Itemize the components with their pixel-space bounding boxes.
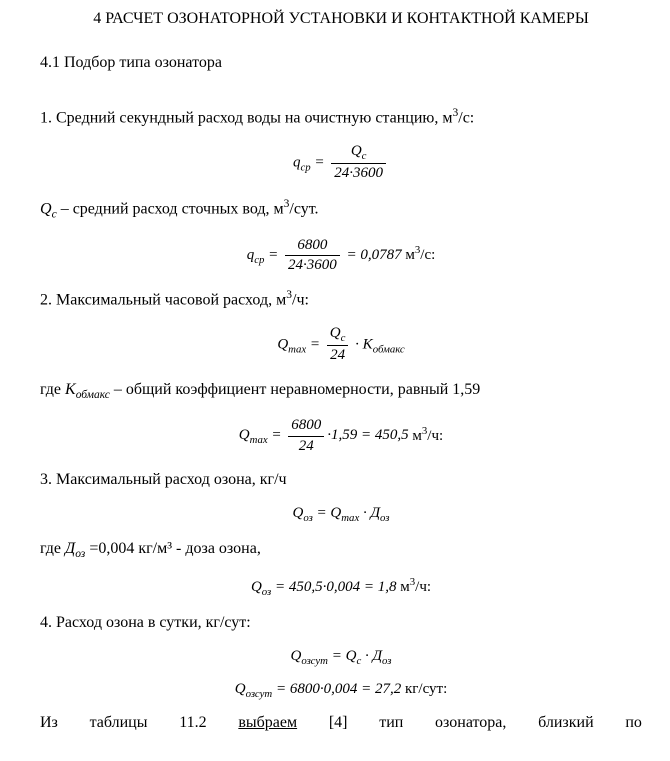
var-Doz-sub: оз — [382, 655, 391, 667]
var-Qmax-sub: max — [288, 343, 306, 355]
item-2-prefix: 2. Максимальный часовой расход, м — [40, 291, 286, 308]
var-D-sub: оз — [380, 512, 389, 524]
var-Qmax-sub: max — [250, 435, 268, 447]
w9: по — [625, 714, 642, 732]
w1: Из — [40, 714, 58, 732]
closing-line: Из таблицы 11.2 выбраем [4] тип озонатор… — [40, 714, 642, 732]
dot: · — [359, 505, 370, 521]
num-var: Q — [330, 325, 341, 341]
calc-result: = 0,0787 — [343, 247, 406, 263]
w7: озонатора, — [435, 714, 506, 732]
num-val: 6800 — [288, 417, 324, 436]
formula-4: Qозсут = Qс · Доз — [40, 648, 642, 667]
w3: 11.2 — [179, 714, 206, 732]
var-Qozsut: Q — [290, 648, 301, 664]
formula-1: qср = Qс 24·3600 — [40, 143, 642, 183]
w8: близкий — [538, 714, 594, 732]
var-q-sub: ср — [300, 161, 310, 173]
unit: м3/с: — [405, 247, 435, 263]
item-2-text: 2. Максимальный часовой расход, м3/ч: — [40, 288, 642, 311]
fraction: 6800 24·3600 — [285, 237, 340, 275]
unit-suffix: /ч: — [415, 579, 431, 595]
w6: тип — [379, 714, 403, 732]
num-val: 6800 — [285, 237, 340, 256]
num-var-sub: с — [362, 150, 367, 162]
var-Qoz: Q — [251, 579, 262, 595]
den-val: 24·3600 — [331, 164, 386, 182]
unit-suffix: /ч: — [292, 291, 309, 308]
where-label: где — [40, 381, 65, 398]
unit: м3/ч: — [400, 579, 431, 595]
unit: кг/сут: — [405, 681, 447, 697]
eq: = — [313, 505, 331, 521]
fraction: 6800 24 — [288, 417, 324, 455]
item-2-where: где Kобмакс – общий коэффициент неравном… — [40, 379, 642, 404]
calc-result: = 6800·0,004 = 27,2 — [272, 681, 405, 697]
item-3-text: 3. Максимальный расход озона, кг/ч — [40, 469, 642, 491]
fraction: Qс 24 — [327, 325, 349, 365]
item-1-note: Qс – средний расход сточных вод, м3/сут. — [40, 197, 642, 223]
unit-suffix: /ч: — [427, 428, 443, 444]
where-text: =0,004 кг/м³ - доза озона, — [85, 540, 261, 557]
var-Qmax: Q — [239, 428, 250, 444]
formula-3-calc: Qоз = 450,5·0,004 = 1,8 м3/ч: — [40, 576, 642, 598]
den-val: 24 — [288, 437, 324, 455]
w4: выбраем — [238, 714, 297, 732]
var-Qoz: Q — [292, 505, 303, 521]
var-Qozsut: Q — [235, 681, 246, 697]
unit: м3/ч: — [412, 428, 443, 444]
item-3-where: где Доз =0,004 кг/м³ - доза озона, — [40, 538, 642, 563]
var-Qmax-sub: max — [341, 512, 359, 524]
var-K: K — [65, 381, 76, 398]
unit-suffix: /с: — [420, 247, 435, 263]
num-var-sub: с — [341, 332, 346, 344]
unit-m: м — [412, 428, 422, 444]
var-K-sub: обмакс — [76, 389, 110, 401]
var-Qozsut-sub: озсут — [301, 655, 328, 667]
where-label: где — [40, 540, 65, 557]
num-var: Q — [351, 143, 362, 159]
unit-suffix: /сут. — [289, 200, 318, 217]
fraction: Qс 24·3600 — [331, 143, 386, 183]
item-4-text: 4. Расход озона в сутки, кг/сут: — [40, 612, 642, 634]
w5: [4] — [329, 714, 348, 732]
calc-result: = 450,5·0,004 = 1,8 — [271, 579, 400, 595]
var-q-sub: ср — [254, 254, 264, 266]
chapter-heading: 4 РАСЧЕТ ОЗОНАТОРНОЙ УСТАНОВКИ И КОНТАКТ… — [40, 10, 642, 28]
var-Qc: Q — [40, 200, 52, 217]
formula-1-calc: qср = 6800 24·3600 = 0,0787 м3/с: — [40, 237, 642, 275]
note-text: – средний расход сточных вод, м — [57, 200, 284, 217]
formula-3: Qоз = Qmax · Доз — [40, 505, 642, 524]
var-K: K — [363, 336, 373, 352]
var-D: Д — [65, 540, 75, 557]
item-1-text: 1. Средний секундный расход воды на очис… — [40, 106, 642, 129]
var-D: Д — [371, 505, 381, 521]
formula-2-calc: Qmax = 6800 24 ·1,59 = 450,5 м3/ч: — [40, 417, 642, 455]
den-val: 24 — [327, 346, 349, 364]
formula-4-calc: Qозсут = 6800·0,004 = 27,2 кг/сут: — [40, 681, 642, 700]
var-Qoz-sub: оз — [303, 512, 312, 524]
formula-2: Qmax = Qс 24 · Kобмакс — [40, 325, 642, 365]
calc-result: ·1,59 = 450,5 — [327, 428, 412, 444]
w2: таблицы — [90, 714, 148, 732]
var-D-sub: оз — [75, 548, 85, 560]
var-Qmax: Q — [277, 336, 288, 352]
where-text: – общий коэффициент неравномерности, рав… — [110, 381, 480, 398]
section-heading: 4.1 Подбор типа озонатора — [40, 54, 642, 72]
var-Doz: Д — [372, 648, 382, 664]
var-Qozsut-sub: озсут — [246, 688, 273, 700]
unit-suffix: /с: — [458, 109, 474, 126]
unit-m: м — [400, 579, 410, 595]
item-1-prefix: 1. Средний секундный расход воды на очис… — [40, 109, 452, 126]
var-Qmax: Q — [330, 505, 341, 521]
var-Qoz-sub: оз — [262, 586, 271, 598]
dot: · — [361, 648, 372, 664]
unit-m: м — [405, 247, 415, 263]
var-K-sub: обмакс — [373, 343, 405, 355]
var-Qc: Q — [346, 648, 357, 664]
den-val: 24·3600 — [285, 256, 340, 274]
eq: = — [328, 648, 346, 664]
